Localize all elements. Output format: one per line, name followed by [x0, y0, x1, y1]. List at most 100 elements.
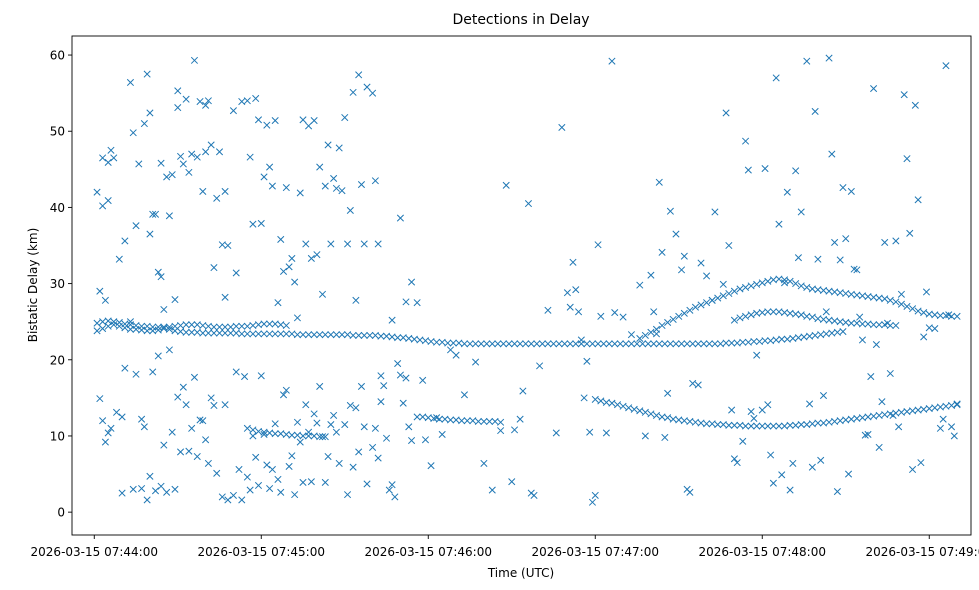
data-point — [858, 320, 867, 328]
data-point — [742, 422, 750, 430]
data-point — [870, 85, 878, 93]
data-point — [580, 394, 588, 402]
data-point — [661, 433, 669, 442]
data-point — [293, 331, 301, 339]
data-point — [263, 461, 271, 469]
data-point — [881, 295, 889, 303]
data-point — [708, 296, 716, 304]
data-point — [853, 266, 861, 274]
data-point — [747, 422, 755, 430]
chart-title: Detections in Delay — [452, 12, 589, 28]
data-point — [619, 402, 627, 410]
data-point — [360, 331, 368, 339]
data-point — [705, 340, 713, 348]
data-point — [566, 340, 574, 348]
data-point — [786, 486, 794, 494]
data-point — [844, 470, 853, 478]
data-point — [257, 372, 265, 380]
data-point — [229, 107, 237, 115]
data-point — [394, 334, 402, 342]
data-point — [318, 290, 327, 298]
data-point — [931, 324, 939, 333]
data-point — [310, 331, 318, 339]
data-point — [611, 340, 619, 348]
data-point — [911, 101, 919, 109]
data-point — [594, 340, 602, 348]
data-point — [714, 420, 722, 429]
data-point — [892, 237, 900, 245]
data-point — [533, 340, 541, 348]
data-point — [213, 469, 221, 477]
data-point — [299, 116, 307, 124]
data-point — [341, 420, 349, 429]
data-point — [232, 269, 240, 277]
data-point — [808, 313, 816, 321]
data-point — [725, 241, 733, 250]
data-point — [99, 324, 107, 333]
data-point — [215, 323, 224, 331]
data-point — [697, 259, 705, 267]
data-point — [814, 419, 822, 427]
data-point — [694, 340, 702, 348]
data-point — [611, 308, 619, 317]
data-point — [672, 340, 680, 348]
data-point — [107, 146, 115, 154]
data-point — [764, 401, 772, 409]
data-point — [694, 381, 702, 389]
data-point — [307, 254, 315, 263]
data-point — [641, 331, 649, 339]
data-point — [725, 421, 733, 429]
x-tick-label: 2026-03-15 07:45:00 — [198, 545, 325, 559]
data-point — [764, 308, 772, 316]
data-point — [797, 420, 805, 429]
data-point — [93, 188, 101, 196]
data-point — [104, 158, 112, 167]
data-point — [188, 321, 196, 329]
data-point — [591, 395, 599, 403]
data-point — [519, 387, 527, 395]
data-point — [641, 408, 649, 416]
data-point — [505, 340, 513, 348]
data-point — [444, 339, 452, 347]
data-point — [185, 447, 193, 455]
data-point — [889, 411, 897, 419]
data-point — [263, 121, 271, 129]
data-point — [700, 340, 708, 348]
data-point — [202, 101, 210, 109]
data-point — [204, 329, 212, 337]
data-point — [210, 401, 218, 410]
x-tick-label: 2026-03-15 07:48:00 — [699, 545, 826, 559]
data-point — [936, 312, 944, 320]
data-point — [346, 401, 354, 410]
data-point — [839, 328, 847, 336]
data-point — [730, 316, 738, 324]
data-point — [497, 418, 505, 426]
data-point — [360, 423, 368, 431]
data-point — [522, 340, 530, 348]
data-point — [282, 330, 290, 338]
data-point — [285, 263, 293, 271]
data-point — [252, 453, 260, 461]
data-point — [602, 429, 610, 437]
data-point — [458, 417, 466, 425]
data-point — [772, 74, 780, 82]
data-point — [502, 181, 510, 189]
data-point — [647, 271, 655, 279]
data-point — [597, 397, 605, 405]
data-point — [349, 463, 357, 471]
data-point — [861, 431, 869, 439]
data-point — [305, 428, 313, 436]
data-point — [93, 319, 101, 327]
data-point — [878, 398, 886, 406]
data-point — [914, 196, 922, 204]
data-point — [775, 220, 783, 228]
data-point — [254, 116, 263, 124]
data-point — [572, 286, 580, 294]
data-point — [335, 459, 343, 467]
data-point — [753, 351, 761, 359]
y-tick-label: 60 — [50, 49, 65, 63]
data-point — [572, 340, 580, 348]
data-point — [232, 368, 240, 376]
data-point — [366, 331, 374, 339]
data-point — [171, 296, 179, 304]
